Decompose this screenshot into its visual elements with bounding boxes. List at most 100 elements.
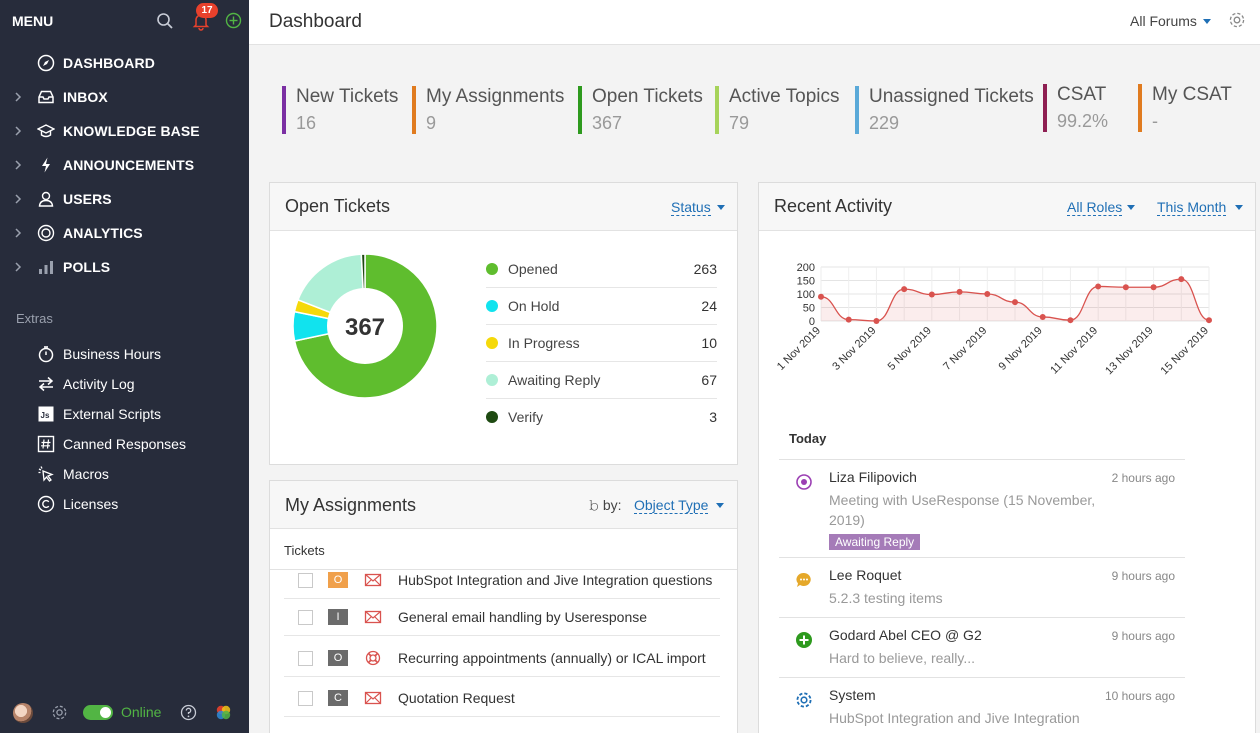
data-point[interactable] [901,286,908,293]
type-badge: O [328,572,348,588]
nav-item-knowledge-base[interactable]: KNOWLEDGE BASE [0,116,249,146]
data-point[interactable] [845,316,852,323]
nav-item-inbox[interactable]: INBOX [0,82,249,112]
legend-item-verify[interactable]: Verify 3 [486,399,717,436]
status-filter[interactable]: Status [671,199,711,216]
stat-new-tickets[interactable]: New Tickets 16 [282,84,398,134]
nav-item-analytics[interactable]: ANALYTICS [0,218,249,248]
extras-item-licenses[interactable]: Licenses [0,489,249,519]
forums-filter[interactable]: All Forums [1130,13,1197,29]
extras-item-activity-log[interactable]: Activity Log [0,369,249,399]
ticket-title[interactable]: Recurring appointments (annually) or ICA… [398,650,706,666]
activity-author[interactable]: Liza Filipovich [829,469,917,485]
activity-item[interactable]: System 10 hours ago HubSpot Integration an… [779,677,1185,733]
stat-my-csat[interactable]: My CSAT - [1138,82,1232,132]
nav-item-dashboard[interactable]: DASHBOARD [0,48,249,78]
legend-item-opened[interactable]: Opened 263 [486,251,717,288]
data-point[interactable] [1067,317,1074,324]
divider [270,569,737,570]
activity-author[interactable]: Lee Roquet [829,567,902,583]
activity-description[interactable]: Meeting with UseResponse (15 November, 2… [829,492,1096,528]
ticket-title[interactable]: General email handling by Useresponse [398,609,648,625]
nav-item-polls[interactable]: POLLS [0,252,249,282]
notification-badge[interactable]: 17 [196,3,218,18]
stat-csat[interactable]: CSAT 99.2% [1043,82,1108,132]
chevron-right-icon[interactable] [14,261,22,273]
legend-item-on-hold[interactable]: On Hold 24 [486,288,717,325]
table-row[interactable]: O Recurring appointments (annually) or IC… [284,639,720,677]
chevron-right-icon[interactable] [14,227,22,239]
gear-icon[interactable] [51,704,68,721]
gear-icon[interactable] [1228,11,1246,29]
row-checkbox[interactable] [298,691,313,706]
data-point[interactable] [928,291,935,298]
data-point[interactable] [1122,284,1129,291]
extras-item-business-hours[interactable]: Business Hours [0,339,249,369]
nav-label: INBOX [63,89,108,105]
legend-item-awaiting-reply[interactable]: Awaiting Reply 67 [486,362,717,399]
data-point[interactable] [1206,317,1212,324]
data-point[interactable] [1095,283,1102,290]
table-row[interactable]: O HubSpot Integration and Jive Integratio… [284,561,720,599]
table-row[interactable]: C Quotation Request [284,679,720,717]
stat-value: 229 [869,113,900,133]
data-point[interactable] [956,288,963,295]
data-point[interactable] [873,318,880,324]
activity-item[interactable]: Liza Filipovich 2 hours ago Meeting with U… [779,459,1185,557]
activity-author[interactable]: System [829,687,876,703]
chevron-down-icon[interactable] [1235,205,1243,210]
chevron-right-icon[interactable] [14,91,22,103]
add-icon[interactable] [225,12,242,29]
data-point[interactable] [984,291,991,297]
data-point[interactable] [1039,313,1046,320]
activity-item[interactable]: Lee Roquet 9 hours ago 5.2.3 testing items [779,557,1185,617]
activity-description[interactable]: Hard to believe, really... [829,650,976,666]
nav-label: DASHBOARD [63,55,155,71]
ticket-title[interactable]: HubSpot Integration and Jive Integration… [398,572,713,588]
data-point[interactable] [1150,284,1157,291]
activity-description[interactable]: 5.2.3 testing items [829,590,943,606]
activity-author[interactable]: Godard Abel CEO @ G2 [829,627,982,643]
activity-description[interactable]: HubSpot Integration and Jive Integration [829,710,1080,726]
help-icon[interactable] [180,704,197,721]
row-checkbox[interactable] [298,610,313,625]
row-checkbox[interactable] [298,573,313,588]
extras-item-canned-responses[interactable]: Canned Responses [0,429,249,459]
legend-item-in-progress[interactable]: In Progress 10 [486,325,717,362]
chevron-down-icon[interactable] [1203,19,1211,24]
x-tick-label: 15 Nov 2019 [1159,325,1212,378]
chevron-down-icon[interactable] [1127,205,1135,210]
extras-item-macros[interactable]: Macros [0,459,249,489]
period-filter[interactable]: This Month [1157,199,1227,216]
chevron-down-icon[interactable] [716,503,724,508]
stat-unassigned-tickets[interactable]: Unassigned Tickets 229 [855,84,1034,134]
search-icon[interactable] [156,12,174,30]
chevron-right-icon[interactable] [14,193,22,205]
object-type-filter[interactable]: Object Type [634,497,709,514]
color-palette-icon[interactable] [215,704,232,721]
chevron-right-icon[interactable] [14,159,22,171]
nav-item-announcements[interactable]: ANNOUNCEMENTS [0,150,249,180]
row-checkbox[interactable] [298,651,313,666]
menu-label: MENU [12,13,54,29]
data-point[interactable] [1012,299,1018,306]
stat-active-topics[interactable]: Active Topics 79 [715,84,840,134]
data-point[interactable] [818,293,824,300]
avatar[interactable] [13,703,33,723]
roles-filter[interactable]: All Roles [1067,199,1123,216]
ticket-title[interactable]: Quotation Request [398,690,515,706]
sidebar: MENU 17 DASHBOARD INBOX KNOWLEDGE BASE A… [0,0,249,733]
nav-label: POLLS [63,259,111,275]
stat-my-assignments[interactable]: My Assignments 9 [412,84,564,134]
data-point[interactable] [1178,276,1185,283]
activity-item[interactable]: Godard Abel CEO @ G2 9 hours ago Hard to b… [779,617,1185,677]
stat-open-tickets[interactable]: Open Tickets 367 [578,84,703,134]
extras-item-external-scripts[interactable]: Js External Scripts [0,399,249,429]
nav-item-users[interactable]: USERS [0,184,249,214]
table-row[interactable]: I General email handling by Useresponse [284,598,720,636]
chevron-down-icon[interactable] [717,205,725,210]
group-by-text: by: [602,497,622,513]
chevron-right-icon[interactable] [14,125,22,137]
online-toggle[interactable] [83,705,113,720]
graduation-cap-icon [37,122,55,140]
